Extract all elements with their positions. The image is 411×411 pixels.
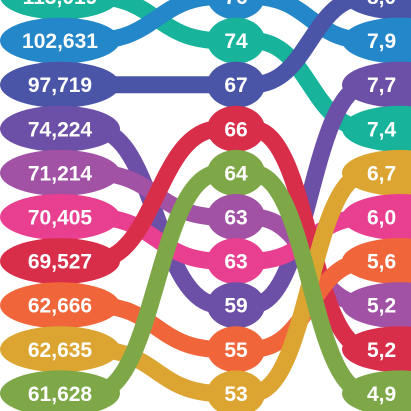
node-shape-middle-2 xyxy=(207,61,265,108)
node-shape-left-4 xyxy=(0,149,120,196)
node-shape-left-0 xyxy=(0,0,120,20)
node-shape-middle-0 xyxy=(207,0,265,20)
node-label-left-2: 97,719 xyxy=(28,74,92,97)
node-label-left-0: 113,019 xyxy=(23,0,98,9)
node-shape-right-6 xyxy=(342,238,411,285)
node-label-right-5: 6,0 xyxy=(367,207,396,230)
node-left-9: 61,628 xyxy=(0,370,120,411)
node-left-2: 97,719 xyxy=(0,61,120,108)
node-label-right-4: 6,7 xyxy=(367,162,396,185)
node-middle-1: 74 xyxy=(207,17,265,64)
node-shape-middle-4 xyxy=(207,149,265,196)
node-label-right-1: 7,9 xyxy=(367,30,396,53)
node-label-middle-8: 55 xyxy=(224,339,248,362)
node-label-left-5: 70,405 xyxy=(28,207,93,230)
node-right-6: 5,6 xyxy=(342,238,411,285)
link-red-1 xyxy=(243,120,377,358)
node-shape-left-1 xyxy=(0,17,120,64)
node-middle-2: 67 xyxy=(207,61,265,108)
node-label-left-7: 62,666 xyxy=(28,295,92,318)
node-left-1: 102,631 xyxy=(0,17,120,64)
node-label-right-7: 5,2 xyxy=(367,295,396,318)
node-shape-right-7 xyxy=(342,282,411,329)
node-label-middle-1: 74 xyxy=(224,30,248,53)
node-label-right-0: 8,0 xyxy=(367,0,396,9)
node-label-left-1: 102,631 xyxy=(22,30,98,53)
node-label-left-6: 69,527 xyxy=(28,251,92,274)
node-shape-right-0 xyxy=(342,0,411,20)
node-left-7: 62,666 xyxy=(0,282,120,329)
node-shape-left-3 xyxy=(0,105,120,152)
node-label-middle-6: 63 xyxy=(224,251,247,274)
node-shape-left-8 xyxy=(0,326,120,373)
node-middle-5: 63 xyxy=(207,194,265,240)
node-middle-0: 76 xyxy=(207,0,265,20)
node-shape-left-2 xyxy=(0,61,120,108)
node-left-5: 70,405 xyxy=(0,194,120,240)
node-left-3: 74,224 xyxy=(0,105,120,152)
node-label-middle-2: 67 xyxy=(224,74,247,97)
node-right-1: 7,9 xyxy=(342,17,411,64)
node-shape-middle-7 xyxy=(207,282,265,329)
node-shape-right-1 xyxy=(342,17,411,64)
node-shape-right-4 xyxy=(342,149,411,196)
node-label-left-8: 62,635 xyxy=(28,339,93,362)
link-green-0 xyxy=(84,164,229,402)
node-right-4: 6,7 xyxy=(342,149,411,196)
node-shape-right-2 xyxy=(342,61,411,108)
node-shape-left-5 xyxy=(0,194,120,240)
node-right-0: 8,0 xyxy=(342,0,411,20)
node-right-9: 4,9 xyxy=(342,370,411,411)
node-shape-right-5 xyxy=(342,194,411,240)
node-label-middle-0: 76 xyxy=(224,0,247,9)
node-right-3: 7,4 xyxy=(342,105,411,152)
node-shape-middle-9 xyxy=(207,370,265,411)
node-middle-6: 63 xyxy=(207,238,265,285)
node-label-right-6: 5,6 xyxy=(367,251,396,274)
node-shape-middle-3 xyxy=(207,105,265,152)
node-shape-middle-1 xyxy=(207,17,265,64)
node-left-4: 71,214 xyxy=(0,149,120,196)
node-right-7: 5,2 xyxy=(342,282,411,329)
node-middle-3: 66 xyxy=(207,105,265,152)
node-shape-middle-8 xyxy=(207,326,265,373)
node-right-2: 7,7 xyxy=(342,61,411,108)
node-shape-left-7 xyxy=(0,282,120,329)
node-left-6: 69,527 xyxy=(0,238,120,285)
node-shape-left-6 xyxy=(0,238,120,285)
node-shape-middle-5 xyxy=(207,194,265,240)
node-label-middle-5: 63 xyxy=(224,207,247,230)
node-label-left-4: 71,214 xyxy=(28,162,93,185)
link-green-1 xyxy=(243,164,377,402)
link-purple-1 xyxy=(243,76,377,314)
node-label-left-3: 74,224 xyxy=(28,118,93,141)
node-left-0: 113,019 xyxy=(0,0,120,20)
node-label-left-9: 61,628 xyxy=(28,383,93,406)
node-left-8: 62,635 xyxy=(0,326,120,373)
node-middle-4: 64 xyxy=(207,149,265,196)
node-shape-right-9 xyxy=(342,370,411,411)
node-label-right-9: 4,9 xyxy=(367,383,396,406)
node-shape-left-9 xyxy=(0,370,120,411)
node-label-middle-7: 59 xyxy=(224,295,247,318)
node-shape-middle-6 xyxy=(207,238,265,285)
node-shape-right-3 xyxy=(342,105,411,152)
node-middle-8: 55 xyxy=(207,326,265,373)
node-right-8: 5,2 xyxy=(342,326,411,373)
node-right-5: 6,0 xyxy=(342,194,411,240)
node-label-middle-9: 53 xyxy=(224,383,247,406)
node-label-right-8: 5,2 xyxy=(367,339,396,362)
node-shape-right-8 xyxy=(342,326,411,373)
node-label-right-3: 7,4 xyxy=(367,118,397,141)
node-label-right-2: 7,7 xyxy=(367,74,396,97)
node-middle-9: 53 xyxy=(207,370,265,411)
node-middle-7: 59 xyxy=(207,282,265,329)
node-label-middle-3: 66 xyxy=(224,118,247,141)
node-label-middle-4: 64 xyxy=(224,162,248,185)
